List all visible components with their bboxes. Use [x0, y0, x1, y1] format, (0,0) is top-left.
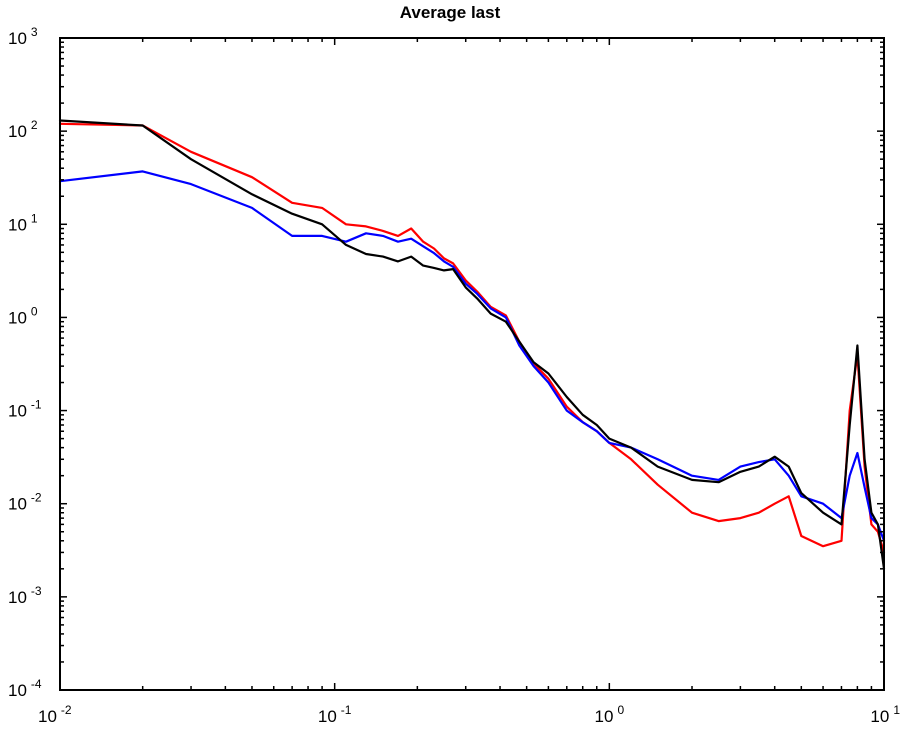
- x-tick-label: 10 0: [595, 703, 625, 726]
- series-layer: [58, 119, 886, 570]
- tick-layer: [59, 37, 885, 691]
- y-tick-label: 10 -4: [8, 677, 42, 700]
- y-tick-label: 10 -2: [8, 491, 42, 514]
- series-line-1: [58, 122, 886, 554]
- y-tick-label: 10 -1: [8, 398, 42, 421]
- y-tick-label: 10 -3: [8, 584, 42, 607]
- y-tick-label: 10 3: [8, 25, 38, 48]
- y-tick-label: 10 2: [8, 118, 38, 141]
- tick-label-layer: 10 -2 10 -1 10 0 10 1 10 3 10 2 10 1 10 0 10 -1 10 -2 10 -3 10…: [8, 25, 900, 726]
- plot-area-frame: [59, 37, 885, 691]
- x-tick-label: 10 -2: [38, 703, 72, 726]
- series-line-2: [58, 170, 886, 542]
- y-tick-label: 10 0: [8, 304, 38, 327]
- x-tick-label: 10 1: [870, 703, 900, 726]
- series-line-3: [58, 119, 886, 570]
- x-tick-label: 10 -1: [318, 703, 352, 726]
- chart-title: Average last: [400, 3, 501, 22]
- y-tick-label: 10 1: [8, 211, 38, 234]
